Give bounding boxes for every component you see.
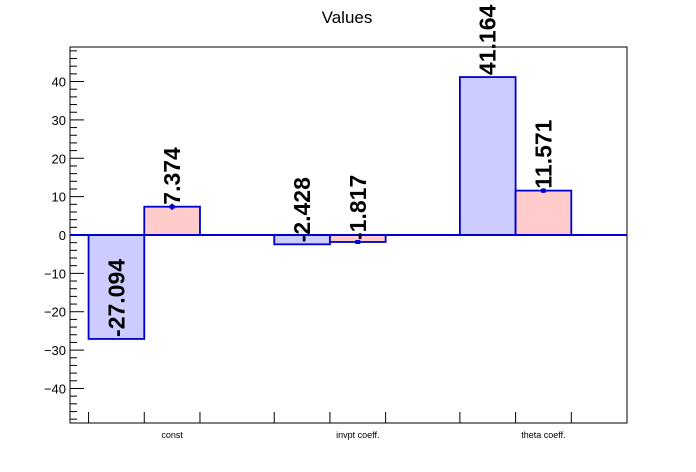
y-axis: −40 −30 −20 −10 0 10 20 30 40 <box>44 50 627 420</box>
bar <box>143 205 201 236</box>
bar <box>458 76 517 236</box>
data-label: 7.374 <box>159 147 185 205</box>
data-labels: -27.094 -2.428 41.164 7.374 -1.817 11.571 <box>103 5 556 337</box>
x-axis: const invpt coeff. theta coeff. <box>88 412 572 440</box>
y-tick-label: 10 <box>52 190 66 205</box>
y-tick-label: 40 <box>52 75 66 90</box>
y-tick-label: −40 <box>44 381 66 396</box>
error-marker <box>540 188 546 193</box>
bars-layer <box>87 76 573 340</box>
data-label: -2.428 <box>289 177 315 242</box>
bar <box>514 189 573 236</box>
y-tick-label: 20 <box>52 151 66 166</box>
y-tick-label: 0 <box>59 228 66 243</box>
y-tick-label: 30 <box>52 113 66 128</box>
y-tick-label: −20 <box>44 305 66 320</box>
y-tick-label: −10 <box>44 266 66 281</box>
x-tick-label: invpt coeff. <box>336 430 379 440</box>
error-marker <box>169 204 175 209</box>
data-label: -27.094 <box>103 259 129 337</box>
data-label: -1.817 <box>345 175 371 240</box>
data-label: 41.164 <box>475 5 501 76</box>
y-tick-label: −30 <box>44 343 66 358</box>
error-marker <box>355 239 361 244</box>
chart-title: Values <box>322 8 373 27</box>
x-tick-label: const <box>161 430 183 440</box>
x-tick-label: theta coeff. <box>521 430 565 440</box>
data-label: 11.571 <box>530 119 556 188</box>
